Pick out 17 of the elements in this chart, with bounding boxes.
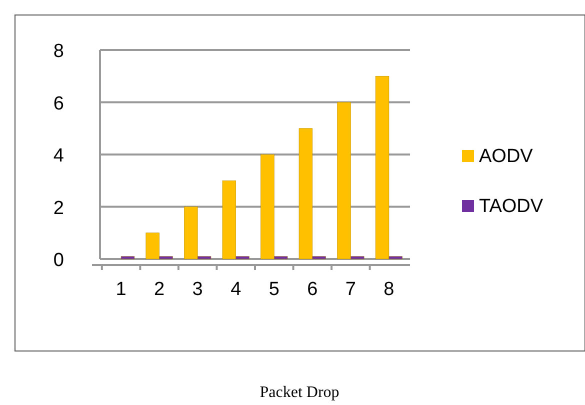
x-tick-label: 2 [154,279,165,300]
x-tick-label: 7 [345,279,356,300]
x-tick-label: 3 [192,279,203,300]
x-tick-label: 1 [116,279,126,300]
y-tick-label: 6 [53,93,64,114]
legend-label: TAODV [479,196,544,217]
bar [120,256,135,260]
y-tick-label: 0 [53,250,64,271]
y-tick-label: 8 [53,41,64,62]
legend-label: AODV [479,146,534,167]
y-tick-label: 2 [53,198,64,219]
y-tick-label: 4 [53,146,64,166]
x-tick-label: 4 [230,279,242,300]
x-tick-label: 6 [307,279,318,300]
x-tick-label: 5 [268,279,280,300]
text: Packet Drop [260,384,340,401]
x-tick-label: 8 [384,279,394,300]
